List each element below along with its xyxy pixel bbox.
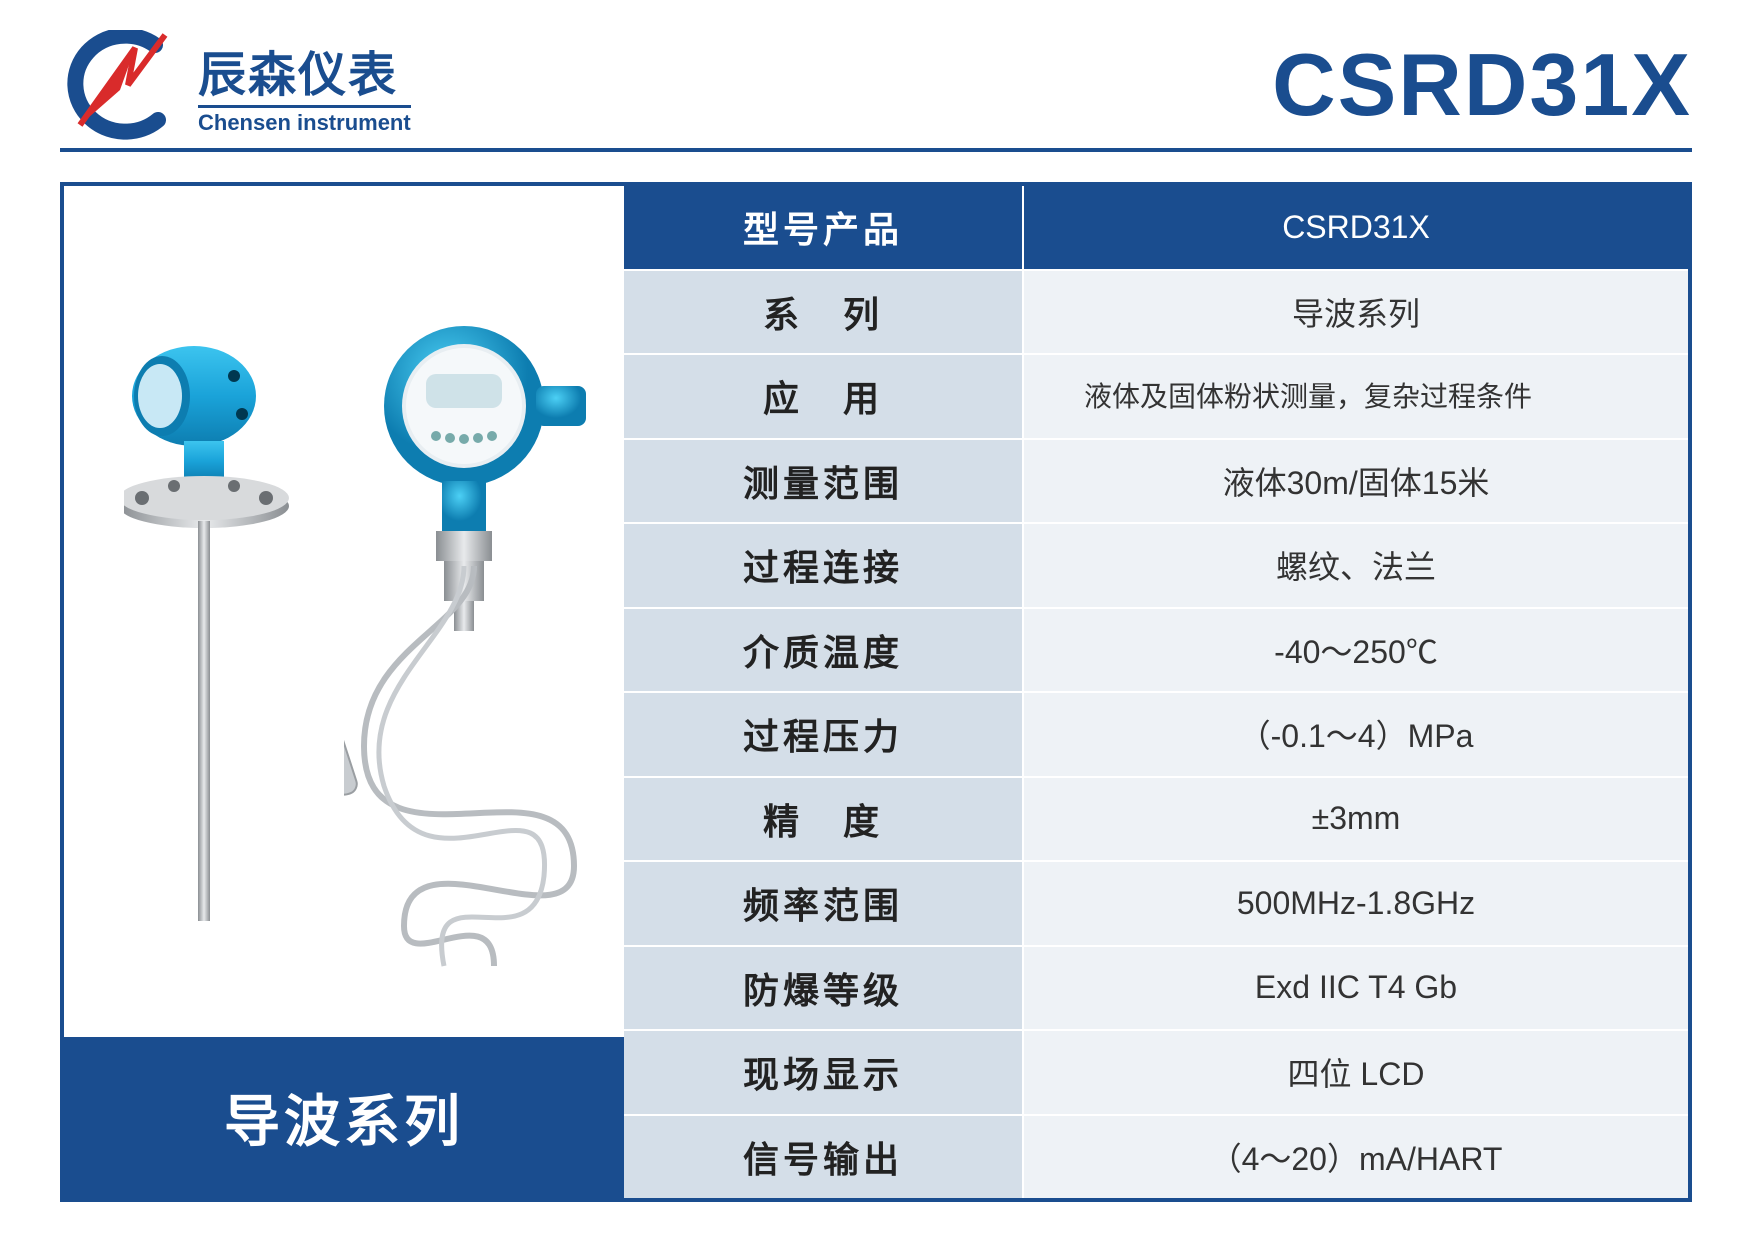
spec-row: 现场显示四位 LCD — [624, 1031, 1688, 1116]
spec-label: 系 列 — [624, 271, 1024, 354]
spec-label: 应 用 — [624, 355, 1024, 438]
spec-value: 四位 LCD — [1024, 1031, 1688, 1114]
spec-row: 防爆等级Exd IIC T4 Gb — [624, 947, 1688, 1032]
spec-value: 液体及固体粉状测量，复杂过程条件 — [1024, 355, 1688, 438]
series-band: 导波系列 — [64, 1037, 624, 1198]
spec-header-value: CSRD31X — [1024, 186, 1688, 269]
spec-header-label: 型号产品 — [624, 186, 1024, 269]
spec-header-row: 型号产品 CSRD31X — [624, 186, 1688, 271]
spec-row: 精 度±3mm — [624, 778, 1688, 863]
company-name-en: Chensen instrument — [198, 105, 411, 136]
device-rod-icon — [124, 336, 324, 936]
spec-value: （4～20）mA/HART — [1024, 1116, 1688, 1199]
spec-label: 精 度 — [624, 778, 1024, 861]
spec-value: 液体30m/固体15米 — [1024, 440, 1688, 523]
spec-row: 过程压力（-0.1～4）MPa — [624, 693, 1688, 778]
spec-row: 系 列导波系列 — [624, 271, 1688, 356]
spec-label: 现场显示 — [624, 1031, 1024, 1114]
spec-row: 应 用液体及固体粉状测量，复杂过程条件 — [624, 355, 1688, 440]
spec-row: 过程连接螺纹、法兰 — [624, 524, 1688, 609]
spec-value: 500MHz-1.8GHz — [1024, 862, 1688, 945]
content-panel: 导波系列 型号产品 CSRD31X 系 列导波系列应 用液体及固体粉状测量，复杂… — [60, 182, 1692, 1202]
product-image-area — [64, 186, 624, 1037]
company-name-cn: 辰森仪表 — [198, 35, 398, 105]
logo-block: 辰森仪表 Chensen instrument — [60, 30, 411, 140]
spec-value: （-0.1～4）MPa — [1024, 693, 1688, 776]
spec-value: 螺纹、法兰 — [1024, 524, 1688, 607]
spec-label: 过程压力 — [624, 693, 1024, 776]
spec-row: 频率范围500MHz-1.8GHz — [624, 862, 1688, 947]
spec-row: 测量范围液体30m/固体15米 — [624, 440, 1688, 525]
spec-value: 导波系列 — [1024, 271, 1688, 354]
spec-row: 信号输出（4～20）mA/HART — [624, 1116, 1688, 1199]
model-number: CSRD31X — [1272, 34, 1692, 136]
spec-label: 频率范围 — [624, 862, 1024, 945]
spec-value: ±3mm — [1024, 778, 1688, 861]
spec-label: 测量范围 — [624, 440, 1024, 523]
spec-value: Exd IIC T4 Gb — [1024, 947, 1688, 1030]
spec-row: 介质温度-40～250℃ — [624, 609, 1688, 694]
spec-table: 型号产品 CSRD31X 系 列导波系列应 用液体及固体粉状测量，复杂过程条件测… — [624, 186, 1688, 1198]
spec-label: 介质温度 — [624, 609, 1024, 692]
spec-label: 信号输出 — [624, 1116, 1024, 1199]
spec-label: 防爆等级 — [624, 947, 1024, 1030]
logo-icon — [60, 30, 180, 140]
header: 辰森仪表 Chensen instrument CSRD31X — [60, 30, 1692, 152]
spec-value: -40～250℃ — [1024, 609, 1688, 692]
product-column: 导波系列 — [64, 186, 624, 1198]
spec-label: 过程连接 — [624, 524, 1024, 607]
cable-icon — [344, 566, 604, 986]
